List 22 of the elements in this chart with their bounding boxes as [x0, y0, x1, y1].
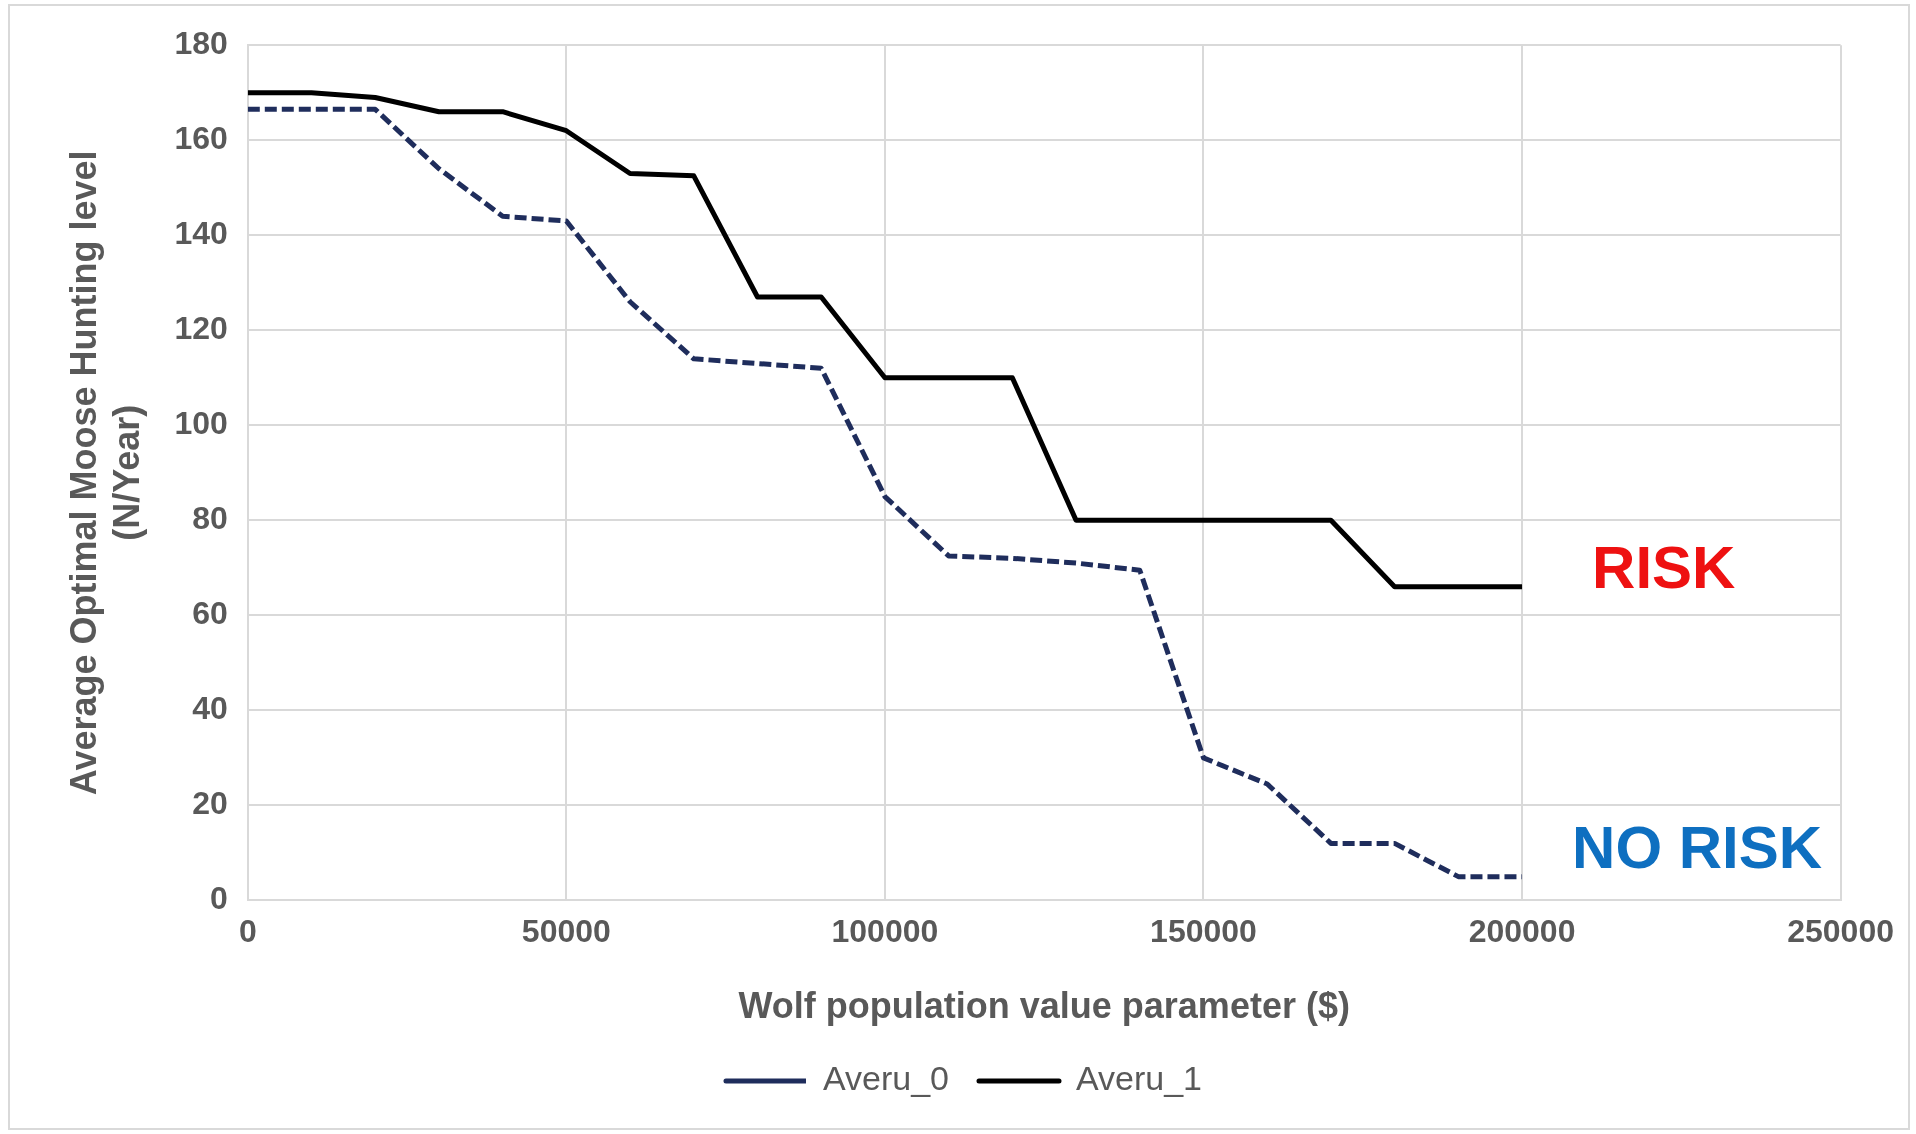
y-tick-label: 40	[192, 690, 228, 727]
x-tick-label: 100000	[831, 913, 939, 950]
y-tick-label: 20	[192, 785, 228, 822]
y-axis-title: Average Optimal Moose Hunting level (N/Year)	[62, 150, 147, 796]
x-tick-label: 0	[238, 913, 257, 950]
y-tick-label: 140	[174, 215, 228, 252]
x-tick-label: 250000	[1787, 913, 1894, 950]
y-tick-label: 180	[174, 25, 228, 62]
annotation: NO RISK	[1572, 814, 1823, 882]
legend-label: Averu_1	[1076, 1059, 1203, 1098]
x-tick-label: 50000	[521, 913, 611, 950]
y-tick-label: 60	[192, 595, 228, 632]
y-tick-label: 100	[174, 405, 228, 442]
x-tick-label: 200000	[1468, 913, 1576, 950]
annotation: RISK	[1592, 534, 1736, 602]
x-axis-title: Wolf population value parameter ($)	[738, 985, 1350, 1027]
y-tick-label: 120	[174, 310, 228, 347]
x-tick-label: 150000	[1150, 913, 1257, 950]
y-tick-label: 0	[209, 880, 228, 917]
y-tick-label: 160	[174, 120, 228, 157]
y-tick-label: 80	[192, 500, 228, 537]
legend-label: Averu_0	[822, 1059, 950, 1098]
